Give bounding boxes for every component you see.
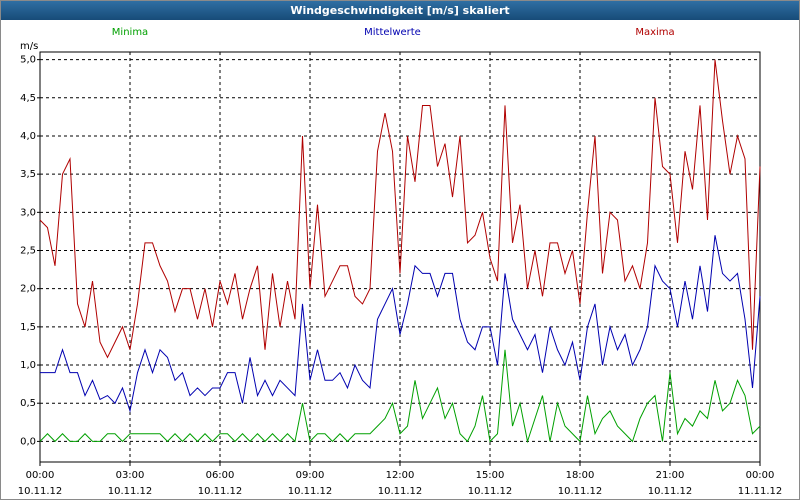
x-tick-label: 09:00: [296, 470, 325, 481]
series-line: [40, 235, 761, 413]
x-tick-date: 10.11.12: [648, 486, 693, 497]
x-tick-label: 00:00: [26, 470, 55, 481]
y-tick-label: 3,5: [20, 169, 36, 180]
x-tick-label: 03:00: [116, 470, 145, 481]
x-tick-label: 21:00: [656, 470, 685, 481]
legend-entry: Minima: [112, 27, 148, 38]
x-tick-label: 06:00: [206, 470, 235, 481]
legend-entry: Mittelwerte: [364, 27, 421, 38]
y-tick-label: 0,0: [20, 436, 36, 447]
x-tick-date: 10.11.12: [468, 486, 513, 497]
x-tick-date: 10.11.12: [198, 486, 243, 497]
y-tick-label: 4,0: [20, 131, 36, 142]
x-tick-label: 00:00: [746, 470, 775, 481]
chart-title: Windgeschwindigkeit [m/s] skaliert: [290, 4, 509, 17]
series-line: [39, 59, 761, 359]
x-tick-label: 12:00: [386, 470, 415, 481]
x-tick-label: 15:00: [476, 470, 505, 481]
x-tick-date: 10.11.12: [378, 486, 423, 497]
y-tick-label: 3,0: [20, 207, 36, 218]
y-axis-label: m/s: [20, 41, 38, 52]
y-tick-label: 4,5: [20, 93, 36, 104]
x-tick-date: 10.11.12: [18, 486, 63, 497]
series-line: [39, 349, 761, 444]
x-tick-date: 11.11.12: [738, 486, 783, 497]
y-tick-label: 5,0: [20, 55, 36, 66]
legend-entry: Maxima: [635, 27, 674, 38]
y-tick-label: 2,0: [20, 284, 36, 295]
title-bar: [1, 1, 799, 20]
x-tick-date: 10.11.12: [288, 486, 333, 497]
y-tick-label: 1,5: [20, 322, 36, 333]
x-tick-date: 10.11.12: [108, 486, 153, 497]
y-tick-label: 2,5: [20, 246, 36, 257]
y-tick-label: 1,0: [20, 360, 36, 371]
y-tick-label: 0,5: [20, 398, 36, 409]
x-tick-date: 10.11.12: [558, 486, 603, 497]
x-tick-label: 18:00: [566, 470, 595, 481]
